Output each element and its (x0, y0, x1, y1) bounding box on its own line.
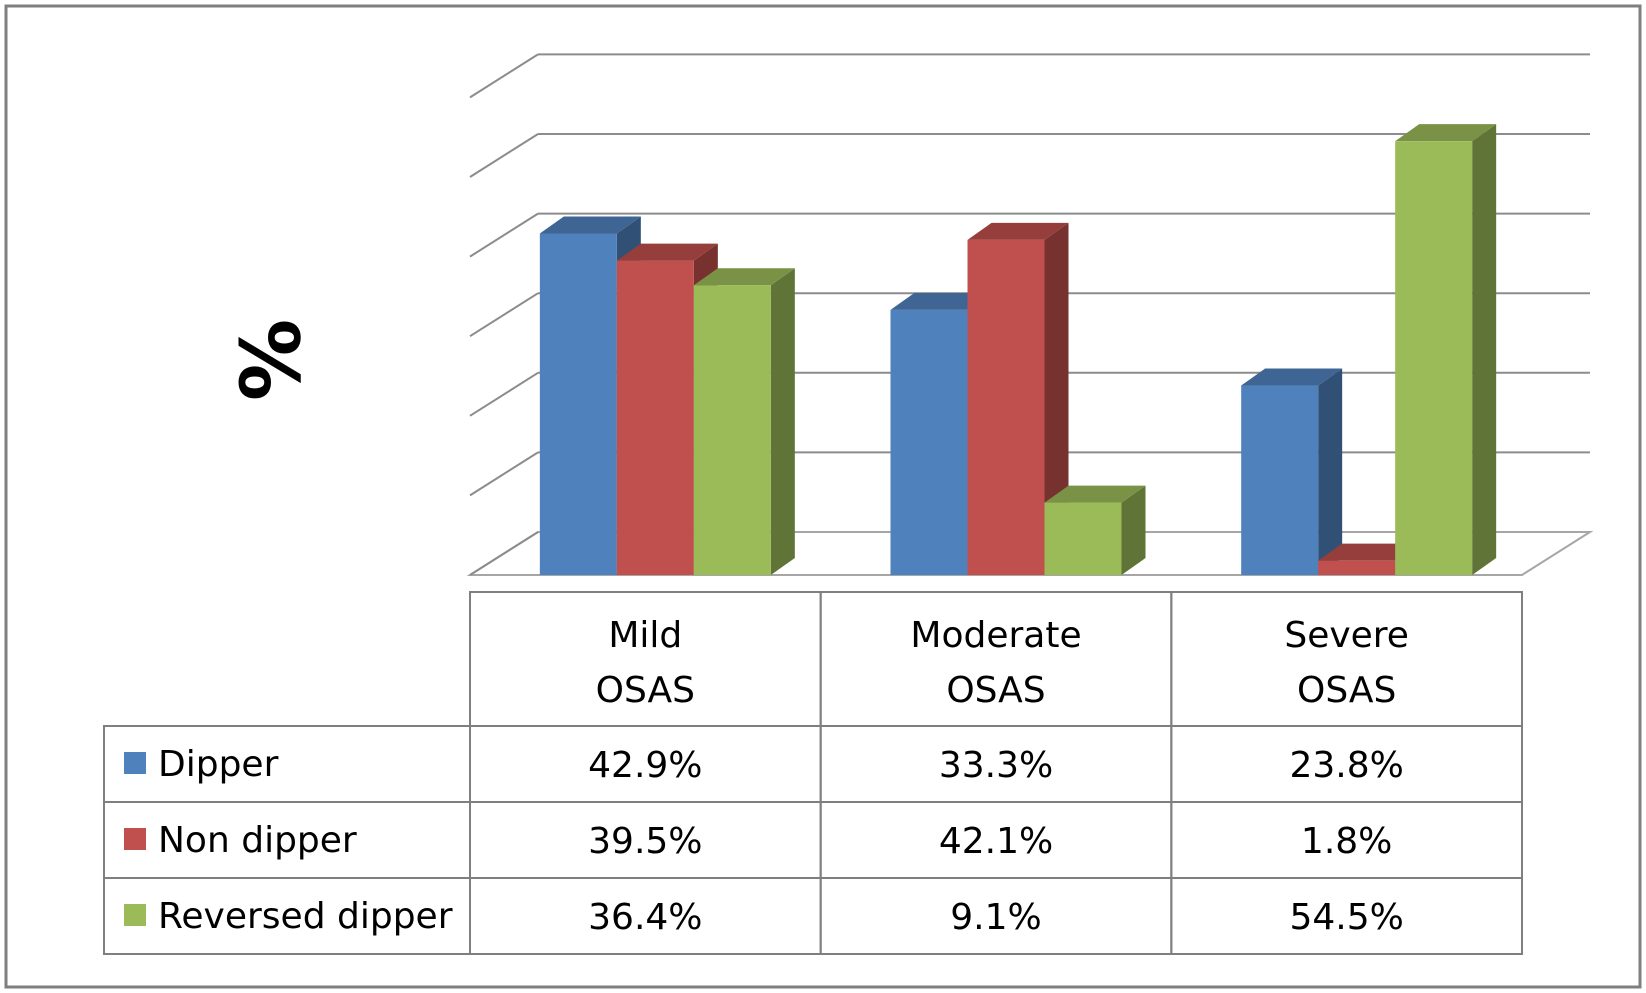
data-label: 33.3% (939, 745, 1053, 786)
bar-1-2 (1044, 485, 1146, 575)
legend-swatch (124, 904, 146, 926)
legend-entry: Reversed dipper (158, 896, 453, 937)
bar-side (1121, 485, 1146, 575)
data-table: Mild OSAS Moderate OSAS Severe OSAS Dipper 42.9… (103, 591, 1524, 955)
bar-top (616, 243, 718, 261)
chart-border (4, 4, 1642, 989)
bar-side (1044, 222, 1069, 575)
gridline-side (469, 371, 539, 417)
bar-front (967, 239, 1045, 575)
category-label: Severe (1284, 615, 1409, 656)
bar-front (693, 285, 771, 575)
y-axis-label: % (220, 319, 315, 401)
data-label: 36.4% (588, 897, 702, 938)
bar-front (1044, 502, 1122, 575)
bar-side (1472, 124, 1497, 576)
data-label: 54.5% (1289, 897, 1403, 938)
bar-0-2 (693, 268, 795, 575)
bar-top (1044, 485, 1146, 503)
bar-top (890, 292, 992, 310)
bar-top (1318, 543, 1420, 561)
data-label: 23.8% (1289, 745, 1403, 786)
data-label: 42.9% (588, 745, 702, 786)
legend-entry: Non dipper (158, 820, 357, 861)
bar-top (539, 216, 641, 234)
category-label: OSAS (1297, 670, 1396, 711)
bar-top (1395, 124, 1497, 142)
category-label: Mild (608, 615, 682, 656)
bar-front (616, 260, 694, 575)
data-label: 1.8% (1301, 821, 1392, 862)
bar-side (770, 268, 795, 575)
legend-swatch (124, 752, 146, 774)
category-label: Moderate (910, 615, 1081, 656)
bar-2-2 (1395, 124, 1497, 576)
data-label: 42.1% (939, 821, 1053, 862)
data-label: 9.1% (950, 897, 1041, 938)
bar-2-0 (1241, 368, 1343, 575)
gridline-side (469, 451, 539, 497)
bars (539, 124, 1497, 576)
gridline-side (469, 212, 539, 258)
data-label: 39.5% (588, 821, 702, 862)
category-label: OSAS (946, 670, 1045, 711)
bar-1-1 (967, 222, 1069, 575)
legend-swatch (124, 828, 146, 850)
bar-side (1318, 368, 1343, 575)
bar-front (1395, 141, 1473, 575)
legend-entry: Dipper (158, 744, 279, 785)
table-value-cell (1170, 877, 1524, 955)
gridline-side (469, 133, 539, 178)
gridline-side (469, 292, 539, 338)
gridline-side (469, 531, 539, 576)
bar-front (1318, 560, 1396, 575)
category-label: OSAS (596, 670, 695, 711)
bar-top (693, 268, 795, 286)
bar-front (1241, 385, 1319, 575)
gridline-side (469, 53, 539, 99)
bar-top (1241, 368, 1343, 386)
bar-top (967, 222, 1069, 240)
bar-front (890, 309, 968, 575)
bar-front (539, 233, 617, 576)
